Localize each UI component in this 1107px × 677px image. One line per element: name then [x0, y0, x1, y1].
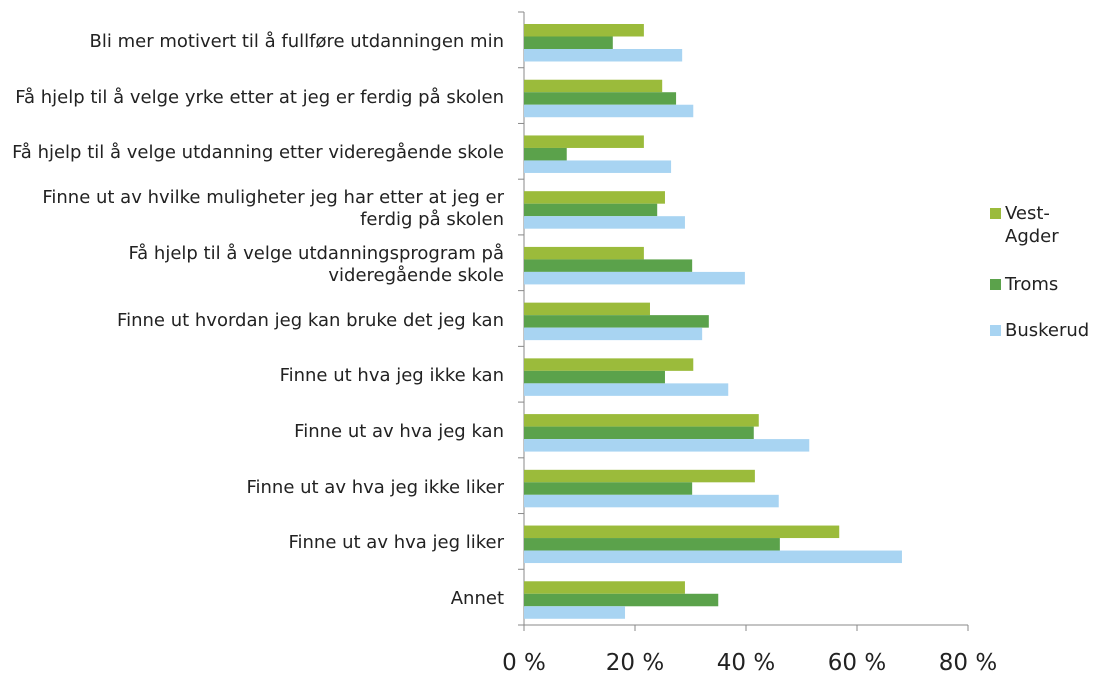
bar: [524, 191, 665, 204]
legend-label: Buskerud: [1005, 320, 1090, 341]
bar: [524, 160, 672, 173]
bar: [524, 315, 709, 328]
bar: [524, 550, 902, 564]
category-label: Annet: [450, 588, 504, 610]
category-label: Få hjelp til å velge utdanning etter vid…: [12, 142, 504, 164]
category-label: Finne ut hva jeg ikke kan: [279, 365, 504, 387]
legend-item: Troms: [990, 273, 1102, 296]
bar: [524, 482, 693, 495]
bar: [524, 246, 644, 260]
x-tick-label: 80 %: [938, 650, 998, 676]
bar: [524, 370, 665, 384]
legend-swatch: [990, 325, 1001, 336]
bar: [524, 271, 745, 285]
bar: [524, 581, 685, 594]
legend-item: Buskerud: [990, 319, 1102, 342]
category-label: Finne ut av hva jeg kan: [294, 420, 504, 442]
bar: [524, 383, 729, 396]
legend-label: Vest-Agder: [1005, 203, 1059, 247]
legend-label: Troms: [1005, 274, 1059, 295]
bar: [524, 358, 694, 371]
legend-swatch: [990, 279, 1001, 290]
bar: [524, 414, 759, 427]
category-label: Finne ut av hva jeg ikke liker: [246, 476, 504, 498]
legend-swatch: [990, 208, 1001, 219]
legend-item: Vest-Agder: [990, 202, 1102, 248]
x-tick-label: 20 %: [605, 650, 665, 676]
bar: [524, 135, 644, 148]
category-label: Få hjelp til å velge yrke etter at jeg e…: [15, 86, 504, 108]
bar: [524, 147, 567, 161]
bar: [524, 302, 650, 316]
x-tick-label: 60 %: [827, 650, 887, 676]
bar: [524, 104, 694, 118]
category-label: Finne ut av hva jeg liker: [288, 532, 504, 554]
category-label: Få hjelp til å velge utdanningsprogram p…: [128, 242, 504, 286]
bar: [524, 439, 810, 452]
bar: [524, 525, 840, 539]
bar: [524, 538, 780, 551]
bar: [524, 606, 626, 619]
bar: [524, 593, 719, 607]
bar: [524, 36, 613, 49]
bar: [524, 92, 677, 105]
bar: [524, 49, 683, 62]
bar: [524, 259, 693, 272]
bar: [524, 327, 703, 341]
bar: [524, 24, 644, 37]
bar: [524, 469, 755, 483]
bar: [524, 426, 754, 440]
x-tick-label: 40 %: [716, 650, 776, 676]
x-tick-label: 0 %: [502, 650, 546, 676]
category-label: Finne ut hvordan jeg kan bruke det jeg k…: [117, 309, 504, 331]
bar: [524, 79, 663, 93]
category-label: Finne ut av hvilke muligheter jeg har et…: [42, 187, 504, 231]
bar: [524, 216, 685, 229]
bar: [524, 203, 658, 217]
bar: [524, 494, 779, 508]
category-label: Bli mer motivert til å fullføre utdannin…: [89, 30, 504, 52]
